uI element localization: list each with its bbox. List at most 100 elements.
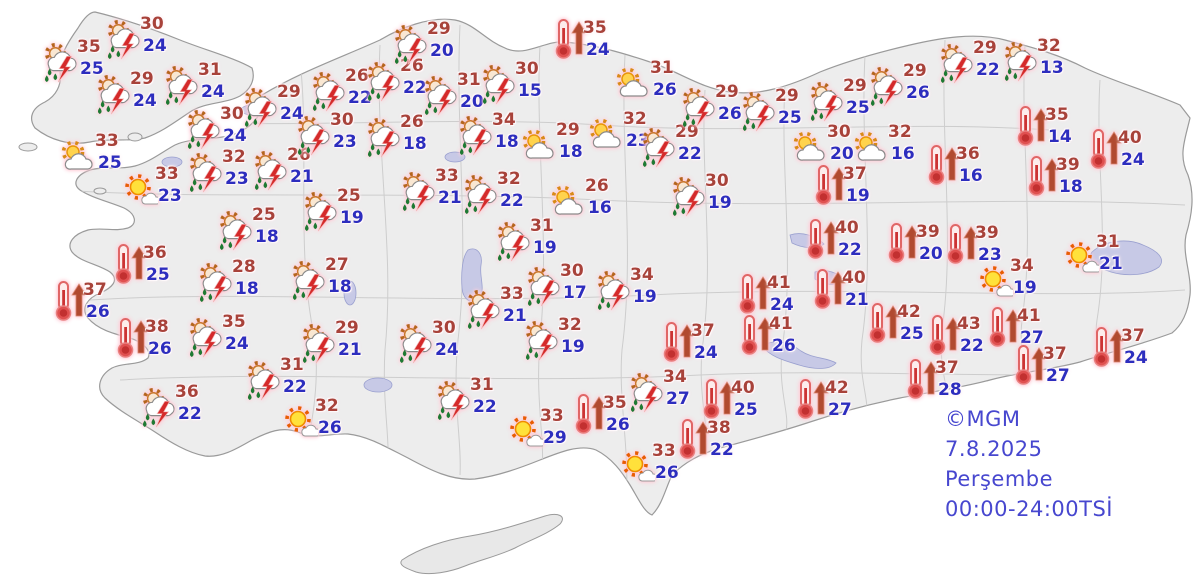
max-temp: 34 [630,265,654,285]
max-temp: 29 [903,61,927,81]
max-temp: 33 [435,166,459,186]
lake-sapanca [444,151,466,163]
max-temp: 33 [500,284,524,304]
max-temp: 30 [827,122,851,142]
min-temp: 15 [518,81,542,101]
reservoir-southeast [761,341,837,369]
max-temp: 40 [1118,128,1142,148]
min-temp: 21 [503,306,527,326]
min-temp: 24 [223,126,247,146]
max-temp: 35 [77,37,101,57]
max-temp: 33 [652,441,676,461]
sun-cloud-icon [521,130,561,162]
min-temp: 22 [473,397,497,417]
min-temp: 17 [563,283,587,303]
max-temp: 35 [603,393,627,413]
max-temp: 32 [623,109,647,129]
min-temp: 25 [846,98,870,118]
max-temp: 25 [252,205,276,225]
sunny-icon [282,406,318,438]
min-temp: 19 [533,238,557,258]
min-temp: 21 [290,167,314,187]
max-temp: 32 [888,122,912,142]
max-temp: 29 [277,82,301,102]
sun-cloud-icon [792,132,832,164]
max-temp: 29 [715,82,739,102]
max-temp: 25 [337,186,361,206]
max-temp: 30 [705,171,729,191]
max-temp: 43 [957,314,981,334]
max-temp: 29 [775,86,799,106]
min-temp: 18 [559,142,583,162]
sunny-icon [507,416,543,448]
min-temp: 22 [403,78,427,98]
min-temp: 16 [959,166,983,186]
max-temp: 36 [956,144,980,164]
min-temp: 14 [1048,127,1072,147]
forecast-period: 00:00-24:00TSİ [945,497,1113,521]
min-temp: 22 [178,404,202,424]
max-temp: 29 [427,19,451,39]
min-temp: 25 [98,153,122,173]
min-temp: 24 [586,40,610,60]
sunny-icon [977,266,1013,298]
max-temp: 31 [457,70,481,90]
min-temp: 22 [283,377,307,397]
max-temp: 30 [560,261,584,281]
max-temp: 30 [140,14,164,34]
max-temp: 26 [400,56,424,76]
min-temp: 26 [606,415,630,435]
min-temp: 13 [1040,58,1064,78]
sun-cloud-icon [550,186,590,218]
copyright-text: ©MGM [945,407,1021,431]
max-temp: 40 [835,218,859,238]
max-temp: 34 [1010,256,1034,276]
min-temp: 24 [133,91,157,111]
min-temp: 23 [225,169,249,189]
min-temp: 28 [938,380,962,400]
min-temp: 26 [718,104,742,124]
max-temp: 29 [556,120,580,140]
max-temp: 37 [1043,344,1067,364]
min-temp: 19 [340,208,364,228]
max-temp: 38 [145,317,169,337]
max-temp: 32 [315,396,339,416]
max-temp: 40 [842,268,866,288]
min-temp: 22 [838,240,862,260]
min-temp: 26 [318,418,342,438]
max-temp: 30 [220,104,244,124]
max-temp: 30 [515,59,539,79]
max-temp: 41 [769,314,793,334]
min-temp: 18 [403,134,427,154]
min-temp: 18 [235,279,259,299]
sun-cloud-icon [588,119,628,151]
max-temp: 29 [973,38,997,58]
min-temp: 26 [906,83,930,103]
min-temp: 21 [438,188,462,208]
max-temp: 29 [130,69,154,89]
max-temp: 34 [492,110,516,130]
max-temp: 33 [540,406,564,426]
max-temp: 35 [583,18,607,38]
aegean-islands [18,132,143,195]
min-temp: 29 [543,428,567,448]
min-temp: 22 [348,88,372,108]
max-temp: 35 [1045,105,1069,125]
min-temp: 21 [1099,254,1123,274]
min-temp: 24 [770,295,794,315]
max-temp: 41 [1017,306,1041,326]
forecast-day: Perşembe [945,467,1054,491]
cyprus-island [400,513,563,575]
forecast-date: 7.8.2025 [945,437,1043,461]
sunny-icon [122,174,158,206]
min-temp: 27 [666,389,690,409]
max-temp: 39 [916,222,940,242]
lake-beysehir [363,377,393,393]
min-temp: 22 [960,336,984,356]
max-temp: 29 [843,76,867,96]
max-temp: 35 [222,312,246,332]
max-temp: 37 [1121,326,1145,346]
min-temp: 18 [255,227,279,247]
min-temp: 18 [495,132,519,152]
max-temp: 39 [1056,155,1080,175]
